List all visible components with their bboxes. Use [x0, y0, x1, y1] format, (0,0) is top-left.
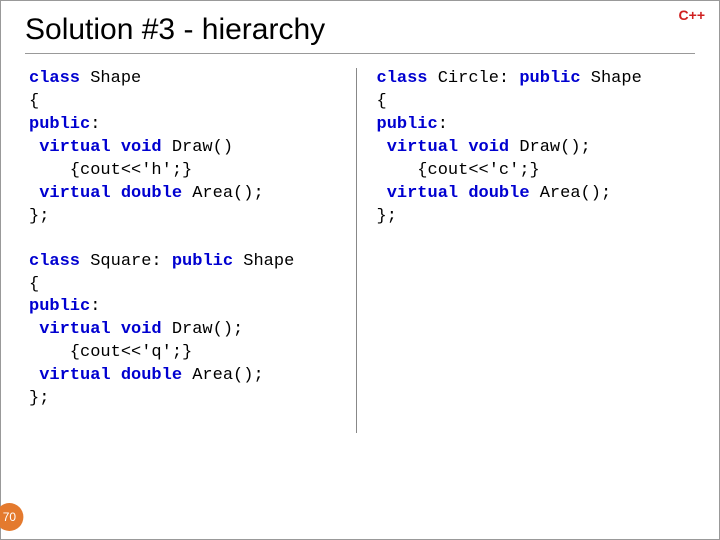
- code-text: Area();: [182, 366, 264, 385]
- code-text: Shape: [581, 69, 642, 88]
- keyword: virtual void: [377, 138, 510, 157]
- language-badge: C++: [679, 7, 705, 23]
- code-text: Area();: [530, 184, 612, 203]
- code-text: Draw();: [509, 138, 591, 157]
- code-text: {: [377, 92, 387, 111]
- code-text: {cout<<'h';}: [29, 161, 192, 180]
- code-text: Draw();: [162, 320, 244, 339]
- slide-title: Solution #3 - hierarchy: [25, 13, 695, 54]
- code-text: :: [438, 115, 448, 134]
- keyword: virtual void: [29, 138, 162, 157]
- code-text: };: [29, 207, 49, 226]
- code-text: };: [29, 389, 49, 408]
- keyword: class: [377, 69, 428, 88]
- code-text: {: [29, 92, 39, 111]
- code-columns: class Shape { public: virtual void Draw(…: [25, 68, 695, 433]
- keyword: virtual double: [377, 184, 530, 203]
- code-text: };: [377, 207, 397, 226]
- code-text: {: [29, 275, 39, 294]
- keyword: virtual void: [29, 320, 162, 339]
- right-column: class Circle: public Shape { public: vir…: [357, 68, 696, 433]
- code-text: :: [90, 297, 100, 316]
- keyword: public: [29, 115, 90, 134]
- code-text: Circle:: [428, 69, 520, 88]
- code-shape: class Shape { public: virtual void Draw(…: [29, 68, 332, 229]
- keyword: public: [29, 297, 90, 316]
- code-text: {cout<<'c';}: [377, 161, 540, 180]
- keyword: class: [29, 69, 80, 88]
- page-number-badge: 70: [0, 503, 23, 531]
- code-text: Shape: [80, 69, 141, 88]
- keyword: public: [519, 69, 580, 88]
- keyword: public: [377, 115, 438, 134]
- left-column: class Shape { public: virtual void Draw(…: [29, 68, 357, 433]
- code-text: {cout<<'q';}: [29, 343, 192, 362]
- code-text: Square:: [80, 252, 172, 271]
- keyword: virtual double: [29, 366, 182, 385]
- keyword: class: [29, 252, 80, 271]
- code-text: :: [90, 115, 100, 134]
- code-square: class Square: public Shape { public: vir…: [29, 251, 332, 412]
- keyword: virtual double: [29, 184, 182, 203]
- code-text: Draw(): [162, 138, 233, 157]
- code-circle: class Circle: public Shape { public: vir…: [377, 68, 680, 229]
- code-text: Shape: [233, 252, 294, 271]
- keyword: public: [172, 252, 233, 271]
- code-text: Area();: [182, 184, 264, 203]
- slide: C++ Solution #3 - hierarchy class Shape …: [0, 0, 720, 540]
